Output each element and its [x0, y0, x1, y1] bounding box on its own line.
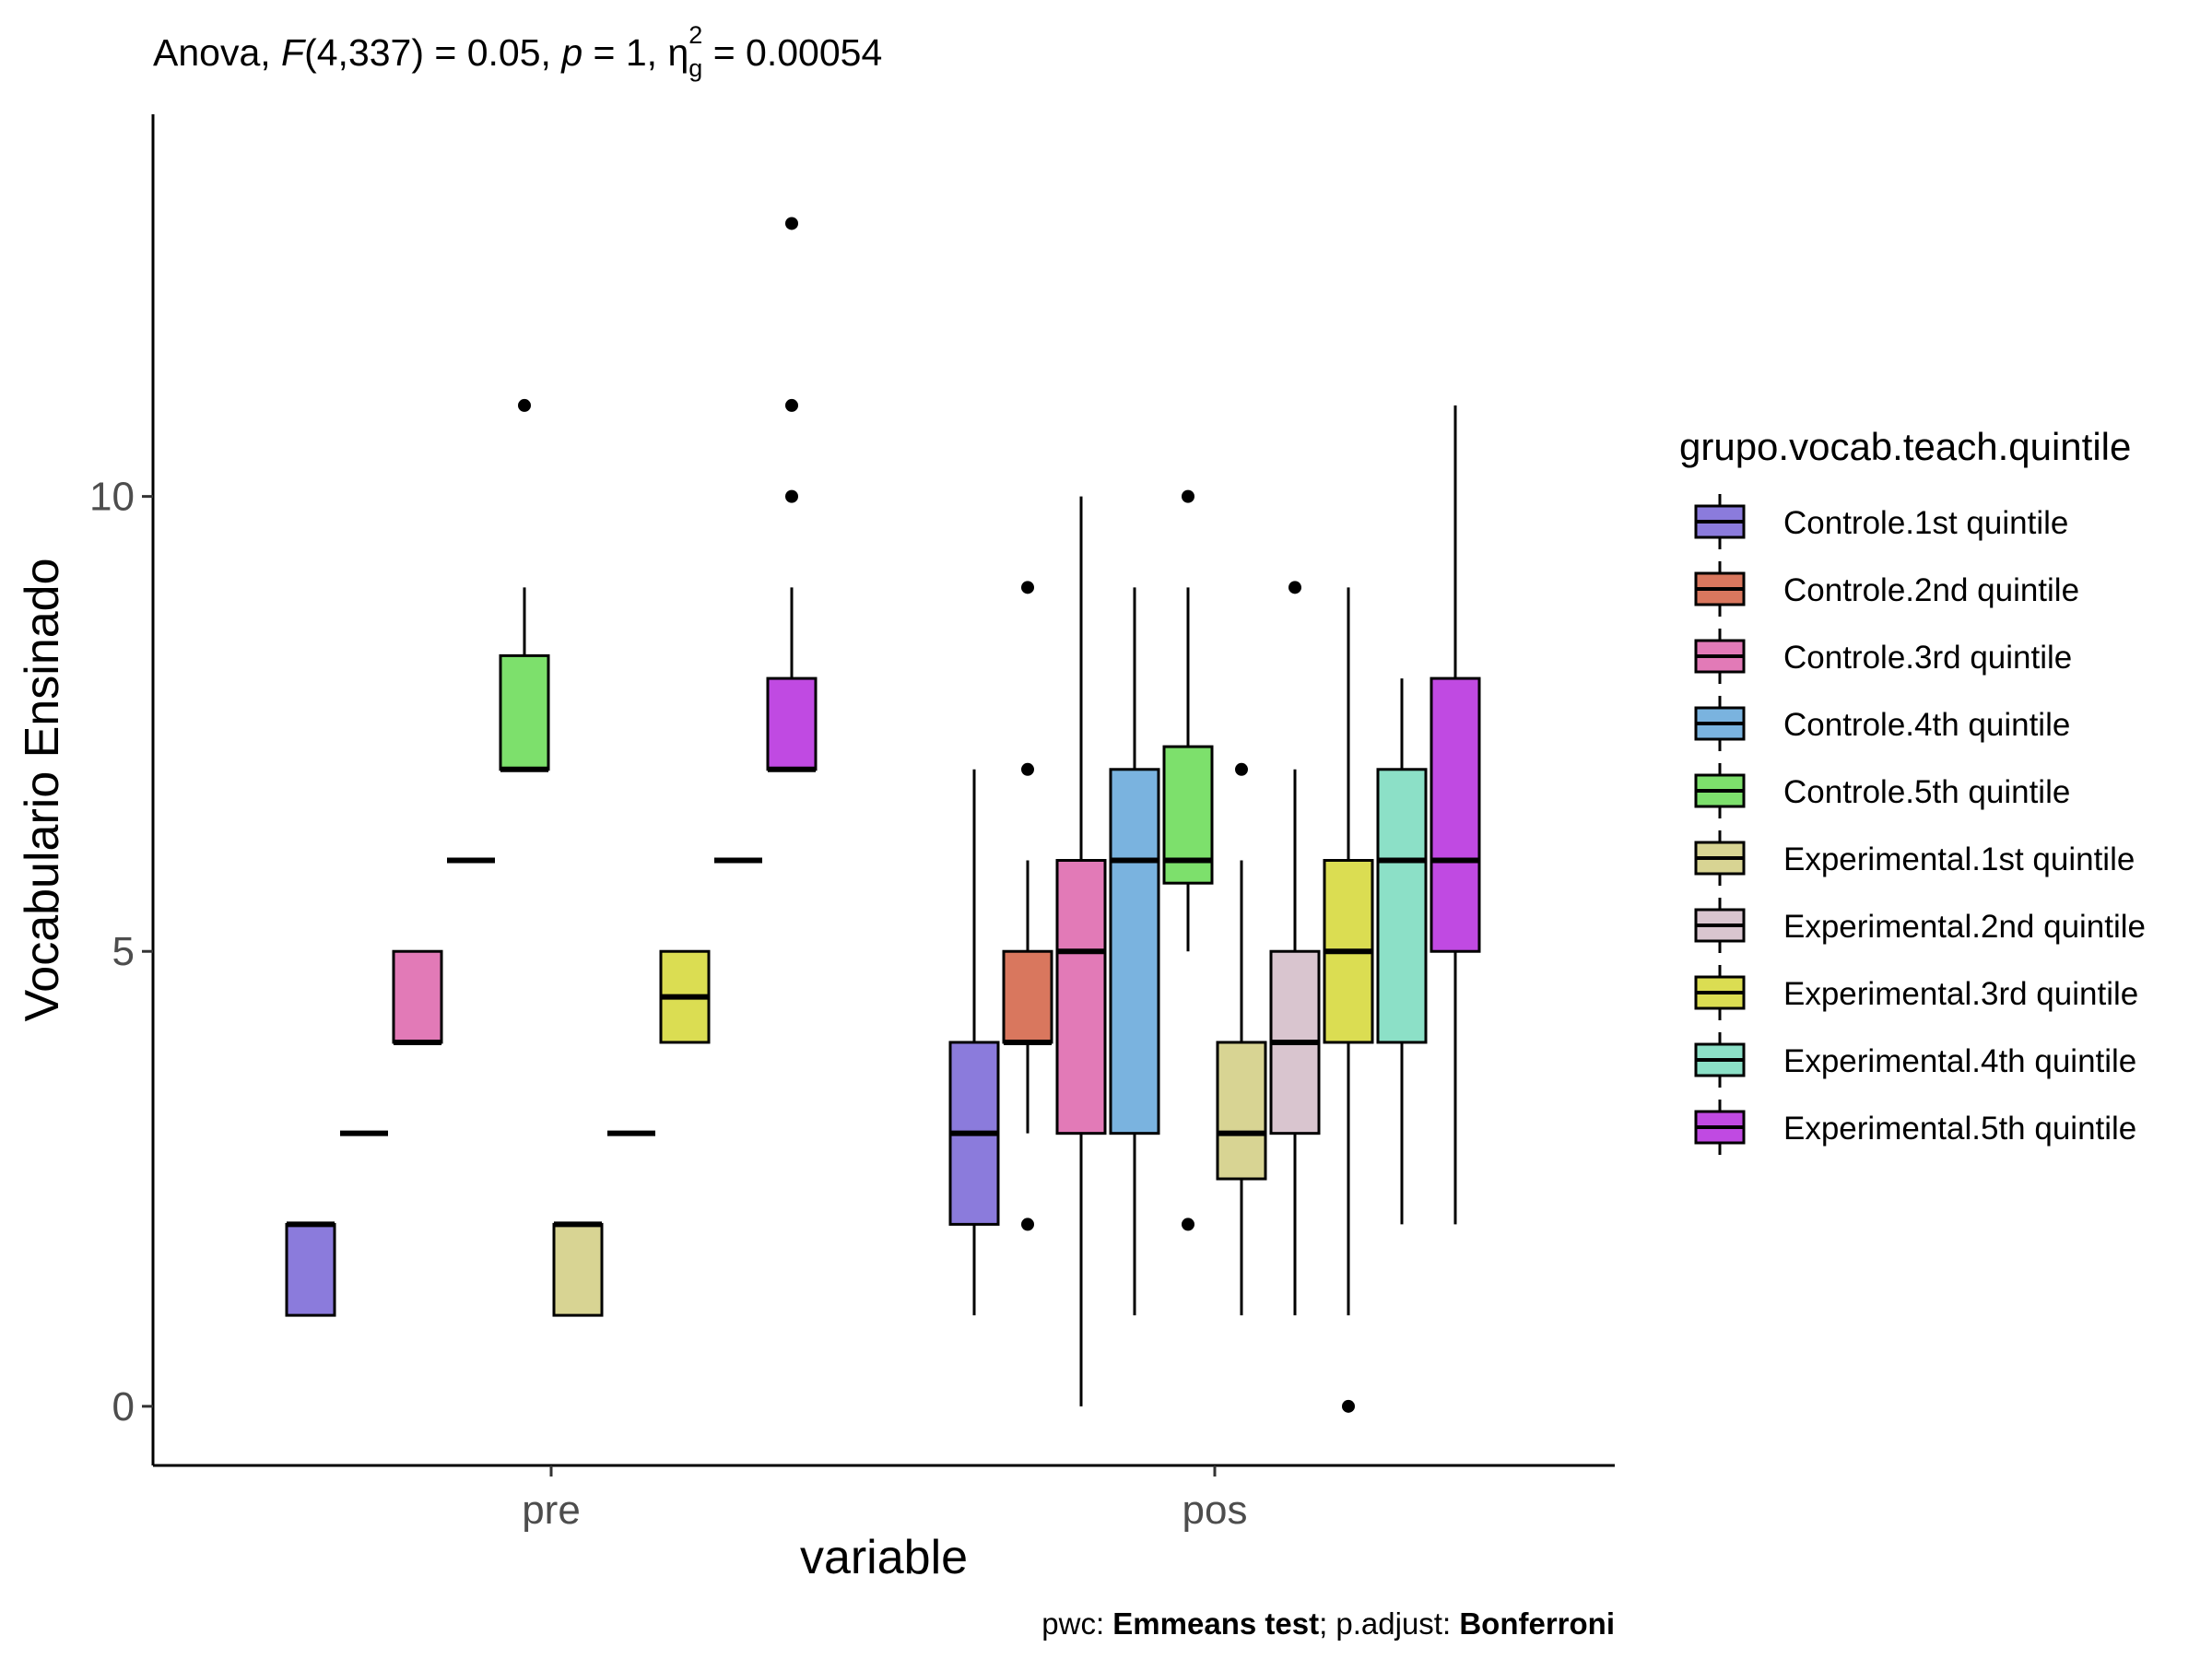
caption-adj-value: Bonferroni — [1459, 1606, 1615, 1641]
legend-label: Experimental.1st quintile — [1783, 841, 2135, 877]
outlier-point — [518, 398, 531, 412]
legend-label: Controle.4th quintile — [1783, 707, 2070, 743]
box-pre-3 — [392, 949, 443, 1045]
legend-label: Experimental.5th quintile — [1783, 1111, 2136, 1147]
subtitle-p-name: p — [559, 31, 582, 74]
outlier-point — [1021, 1218, 1034, 1231]
outlier-point — [1021, 581, 1034, 594]
box-pre-5 — [499, 398, 550, 772]
outlier-point — [785, 217, 798, 230]
chart-subtitle: Anova, F(4,337) = 0.05, p = 1, ηg 2 = 0.0… — [153, 21, 882, 82]
outlier-point — [1342, 1399, 1355, 1413]
subtitle-p-text: = 1, — [582, 31, 667, 74]
box-body — [392, 949, 443, 1044]
y-tick-label: 10 — [89, 475, 135, 520]
outlier-point — [785, 489, 798, 503]
plot-marks — [285, 217, 1481, 1413]
box-pre-8 — [659, 949, 711, 1044]
box-pos-10 — [1430, 405, 1481, 1225]
box-body — [1376, 768, 1428, 1044]
subtitle-eta-sup: 2 — [688, 21, 702, 49]
outlier-point — [1021, 762, 1034, 776]
legend-item-6: Experimental.1st quintile — [1694, 830, 2135, 886]
outlier-point — [1182, 1218, 1194, 1231]
subtitle-eta-sub: g — [688, 54, 702, 82]
legend-label: Controle.2nd quintile — [1783, 572, 2079, 608]
outlier-point — [1288, 581, 1301, 594]
outlier-point — [1235, 762, 1248, 776]
box-pos-1 — [948, 769, 1000, 1316]
box-body — [766, 677, 818, 771]
caption: pwc: Emmeans test; p.adjust: Bonferroni — [1041, 1606, 1615, 1641]
legend-item-5: Controle.5th quintile — [1694, 763, 2070, 818]
box-body — [1002, 949, 1053, 1044]
box-body — [1216, 1041, 1267, 1181]
x-axis-ticks: pre pos — [522, 1465, 1247, 1533]
legend-label: Experimental.3rd quintile — [1783, 976, 2138, 1012]
legend-label: Controle.1st quintile — [1783, 505, 2068, 541]
subtitle-stat-name: F — [281, 31, 306, 74]
subtitle-stat-args: (4,337) = 0.05, — [304, 31, 561, 74]
caption-pwc-label: pwc: — [1041, 1606, 1112, 1641]
box-pre-1 — [285, 1221, 336, 1317]
legend-item-8: Experimental.3rd quintile — [1694, 965, 2138, 1020]
legend-label: Experimental.4th quintile — [1783, 1043, 2136, 1079]
legend-item-7: Experimental.2nd quintile — [1694, 898, 2146, 953]
y-axis-title: Vocabulario Ensinado — [16, 558, 69, 1021]
y-tick-label: 5 — [112, 929, 135, 974]
subtitle-eta-symbol: η — [667, 31, 688, 74]
x-tick-label: pos — [1182, 1488, 1248, 1533]
box-body — [499, 653, 550, 771]
outlier-point — [785, 398, 798, 412]
legend-item-4: Controle.4th quintile — [1694, 696, 2070, 751]
x-axis-title: variable — [800, 1531, 968, 1584]
y-tick-label: 0 — [112, 1384, 135, 1430]
box-pre-10 — [766, 217, 818, 772]
legend-item-9: Experimental.4th quintile — [1694, 1032, 2136, 1088]
box-pos-9 — [1376, 678, 1428, 1225]
box-body — [1055, 859, 1107, 1135]
box-pos-3 — [1055, 496, 1107, 1406]
legend-item-10: Experimental.5th quintile — [1694, 1100, 2136, 1155]
box-body — [285, 1222, 336, 1317]
outlier-point — [1182, 489, 1194, 503]
legend: Controle.1st quintile Controle.2nd quinti… — [1694, 494, 2146, 1155]
subtitle-prefix: Anova, — [153, 31, 281, 74]
legend-item-1: Controle.1st quintile — [1694, 494, 2068, 549]
legend-item-3: Controle.3rd quintile — [1694, 629, 2072, 684]
box-body — [1430, 677, 1481, 953]
box-pos-2 — [1002, 581, 1053, 1231]
box-pos-4 — [1109, 587, 1160, 1316]
legend-label: Controle.5th quintile — [1783, 774, 2070, 810]
box-pos-8 — [1323, 587, 1374, 1413]
box-body — [552, 1222, 604, 1317]
legend-item-2: Controle.2nd quintile — [1694, 561, 2079, 617]
legend-title: grupo.vocab.teach.quintile — [1679, 425, 2131, 468]
y-axis-ticks: 0 5 10 — [89, 475, 153, 1430]
box-body — [1109, 768, 1160, 1135]
box-pre-6 — [552, 1221, 604, 1317]
subtitle-eta-value: = 0.00054 — [702, 31, 882, 74]
caption-sep: ; p.adjust: — [1319, 1606, 1459, 1641]
x-tick-label: pre — [522, 1488, 581, 1533]
box-pos-6 — [1216, 762, 1267, 1316]
legend-label: Controle.3rd quintile — [1783, 640, 2072, 676]
box-pos-5 — [1162, 489, 1214, 1231]
box-pos-7 — [1269, 581, 1321, 1316]
legend-label: Experimental.2nd quintile — [1783, 909, 2146, 945]
caption-pwc-value: Emmeans test — [1112, 1606, 1319, 1641]
